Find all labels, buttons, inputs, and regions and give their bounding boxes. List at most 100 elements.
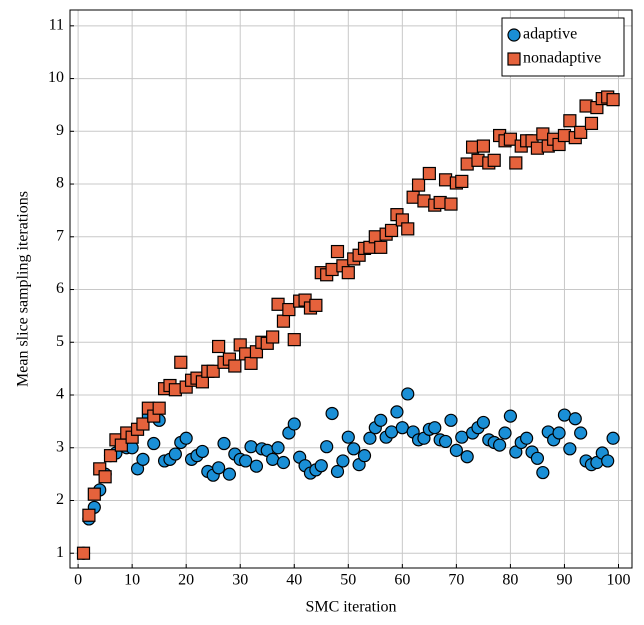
point xyxy=(568,412,582,426)
point xyxy=(574,125,588,139)
point xyxy=(536,465,550,480)
y-tick-label: 3 xyxy=(56,438,64,455)
point xyxy=(449,443,463,457)
x-tick-label: 0 xyxy=(74,572,82,589)
point xyxy=(433,195,447,210)
point xyxy=(347,442,361,456)
point xyxy=(455,174,469,189)
point xyxy=(206,364,220,378)
y-tick-label: 1 xyxy=(56,544,64,561)
legend-marker xyxy=(507,28,521,42)
point xyxy=(336,454,350,468)
point xyxy=(103,449,118,463)
plot-frame xyxy=(69,9,633,569)
point xyxy=(212,339,226,354)
point xyxy=(249,459,264,473)
x-axis-label: SMC iteration xyxy=(305,599,396,616)
y-tick-label: 10 xyxy=(48,69,64,86)
point xyxy=(309,298,323,312)
point xyxy=(390,405,404,419)
point xyxy=(314,459,328,473)
point xyxy=(266,330,280,344)
point xyxy=(114,438,128,452)
point xyxy=(476,139,490,153)
point xyxy=(563,442,577,456)
point xyxy=(563,114,577,128)
x-tick-label: 50 xyxy=(340,572,356,589)
point xyxy=(460,157,474,171)
point xyxy=(455,430,469,444)
point xyxy=(498,426,512,440)
point xyxy=(98,470,112,484)
x-tick-label: 60 xyxy=(394,572,410,589)
point xyxy=(271,297,285,311)
point xyxy=(384,425,399,439)
point xyxy=(325,262,339,277)
point xyxy=(136,452,150,466)
point xyxy=(460,450,474,464)
point xyxy=(330,464,345,479)
x-tick-label: 80 xyxy=(502,572,518,589)
point xyxy=(195,444,209,459)
point xyxy=(444,197,458,211)
x-tick-label: 100 xyxy=(606,572,630,589)
point xyxy=(276,455,291,470)
y-tick-label: 8 xyxy=(56,175,64,192)
point xyxy=(287,333,301,347)
point xyxy=(374,413,388,427)
point xyxy=(557,128,572,143)
point xyxy=(276,314,291,328)
y-tick-label: 9 xyxy=(56,122,64,139)
legend-box xyxy=(501,17,625,77)
point xyxy=(341,266,355,280)
y-tick-label: 7 xyxy=(56,227,64,244)
point xyxy=(530,141,545,155)
point xyxy=(341,430,355,444)
point xyxy=(76,546,91,560)
point xyxy=(503,132,518,146)
x-tick-label: 90 xyxy=(556,572,572,589)
point xyxy=(606,93,620,107)
point xyxy=(428,421,442,435)
point xyxy=(487,153,501,167)
y-tick-label: 2 xyxy=(56,491,64,508)
point xyxy=(520,431,534,445)
point xyxy=(465,140,480,154)
y-axis-label: Mean slice sampling iterations xyxy=(15,191,32,387)
point xyxy=(287,417,301,431)
x-tick-label: 70 xyxy=(448,572,464,589)
point xyxy=(82,508,96,522)
point xyxy=(406,190,420,204)
point xyxy=(471,153,485,167)
legend-label: adaptive xyxy=(523,26,577,43)
point xyxy=(87,487,101,501)
point xyxy=(557,408,572,422)
point xyxy=(320,440,334,454)
x-tick-label: 20 xyxy=(178,572,194,589)
point xyxy=(422,166,436,181)
point xyxy=(476,415,490,430)
point xyxy=(374,240,388,254)
y-tick-label: 11 xyxy=(49,16,64,33)
point xyxy=(438,434,453,449)
point xyxy=(179,431,193,445)
point xyxy=(228,359,242,373)
point xyxy=(536,127,550,141)
point xyxy=(503,409,518,423)
point xyxy=(168,383,182,397)
point xyxy=(579,99,593,113)
x-tick-label: 30 xyxy=(232,572,248,589)
point xyxy=(217,436,231,451)
point xyxy=(438,173,453,187)
point xyxy=(168,447,182,461)
point xyxy=(401,222,415,236)
point xyxy=(584,116,599,130)
point xyxy=(363,431,377,445)
point xyxy=(552,426,566,440)
y-tick-label: 5 xyxy=(56,333,64,350)
point xyxy=(606,431,620,445)
point xyxy=(239,454,253,468)
x-tick-label: 10 xyxy=(124,572,140,589)
point xyxy=(212,461,226,475)
